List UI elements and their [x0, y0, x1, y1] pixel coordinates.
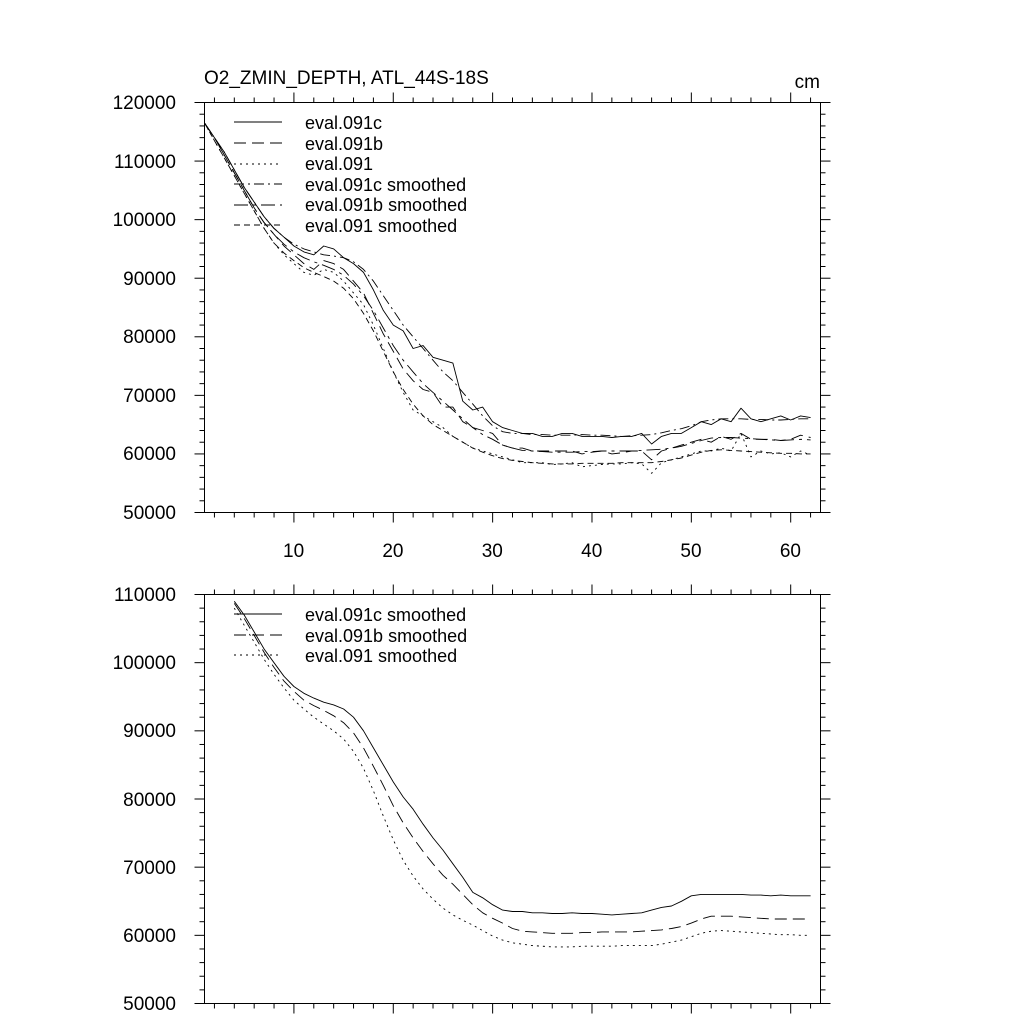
- bottom-series-eval-091b-smoothed: [233, 603, 811, 934]
- top-y-tick-label: 70000: [123, 386, 176, 407]
- bottom-y-tick-label: 70000: [123, 858, 176, 879]
- bottom-y-tick-label: 80000: [123, 790, 176, 811]
- bottom-y-tick-label: 60000: [123, 926, 176, 947]
- top-panel: O2_ZMIN_DEPTH, ATL_44S-18S cm 50000 6000…: [113, 68, 831, 562]
- bottom-y-tick-label: 100000: [113, 653, 176, 674]
- bottom-series-eval-091-smoothed: [233, 607, 811, 948]
- top-y-tick-label: 90000: [123, 269, 176, 290]
- bottom-legend: eval.091c smoothed eval.091b smoothed ev…: [234, 605, 467, 666]
- bottom-legend-label: eval.091 smoothed: [305, 646, 457, 666]
- bottom-y-tick-label: 110000: [114, 585, 176, 606]
- bottom-y-tick-label: 90000: [123, 721, 176, 742]
- top-x-tick-label: 10: [283, 541, 304, 562]
- top-legend-label: eval.091 smoothed: [305, 216, 457, 236]
- top-y-tick-labels: 50000 60000 70000 80000 90000 100000 110…: [113, 93, 176, 524]
- top-y-tick-label: 50000: [123, 503, 176, 524]
- top-y-tick-label: 60000: [123, 444, 176, 465]
- top-legend-label: eval.091c smoothed: [305, 175, 466, 195]
- top-series-eval-091: [204, 122, 811, 474]
- top-series-eval-091b: [204, 122, 811, 461]
- bottom-plot-frame: [204, 594, 821, 1004]
- top-chart-units: cm: [795, 72, 820, 93]
- top-ticks: [194, 92, 831, 523]
- top-series-eval-091b-smoothed: [204, 122, 811, 453]
- top-legend-label: eval.091b smoothed: [305, 195, 467, 215]
- bottom-panel: 50000 60000 70000 80000 90000 100000 110…: [113, 584, 831, 1015]
- top-x-tick-label: 50: [680, 541, 701, 562]
- top-series-eval-091-smoothed: [204, 122, 811, 465]
- bottom-series: [233, 601, 811, 948]
- top-legend-label: eval.091b: [305, 134, 383, 154]
- top-series-eval-091c: [204, 122, 811, 445]
- top-x-tick-labels: 10 20 30 40 50 60: [283, 541, 801, 562]
- top-y-tick-label: 100000: [113, 210, 176, 231]
- bottom-y-tick-labels: 50000 60000 70000 80000 90000 100000 110…: [113, 585, 176, 1015]
- top-legend-label: eval.091: [305, 154, 373, 174]
- bottom-series-eval-091c-smoothed: [233, 601, 811, 916]
- top-y-tick-label: 120000: [113, 93, 176, 114]
- bottom-legend-label: eval.091b smoothed: [305, 626, 467, 646]
- top-x-tick-label: 40: [581, 541, 602, 562]
- bottom-ticks: [194, 584, 831, 1014]
- bottom-legend-label: eval.091c smoothed: [305, 605, 466, 625]
- top-plot-frame: [204, 102, 821, 513]
- top-series: [204, 122, 811, 474]
- top-chart-title: O2_ZMIN_DEPTH, ATL_44S-18S: [204, 68, 489, 89]
- bottom-y-tick-label: 50000: [123, 994, 176, 1015]
- top-legend-label: eval.091c: [305, 113, 382, 133]
- top-series-eval-091c-smoothed: [204, 122, 811, 437]
- top-x-tick-label: 20: [382, 541, 403, 562]
- top-y-tick-label: 110000: [114, 152, 176, 173]
- top-y-tick-label: 80000: [123, 327, 176, 348]
- top-x-tick-label: 60: [780, 541, 801, 562]
- top-x-tick-label: 30: [482, 541, 503, 562]
- top-legend: eval.091c eval.091b eval.091 eval.091c s…: [234, 113, 467, 236]
